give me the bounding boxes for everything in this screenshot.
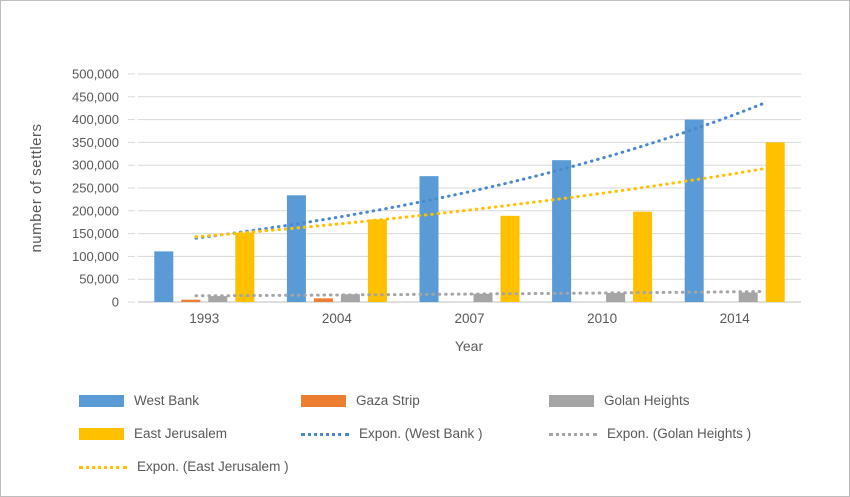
legend-swatch-dotted-line [549, 432, 597, 436]
legend-item-east-jerusalem: East Jerusalem [79, 424, 301, 444]
trendline-east-jerusalem [194, 167, 765, 239]
settlers-bar-chart: 0 50,000 100,000 150,000 200,000 250,000 300,0… [28, 67, 801, 354]
legend-label: Expon. (West Bank ) [359, 426, 483, 441]
legend-swatch-bar [301, 395, 346, 407]
y-tick-label: 200,000 [72, 203, 119, 218]
bar-east-jerusalem-2014 [765, 142, 785, 302]
legend-item-expon-east-jerusalem: Expon. (East Jerusalem ) [79, 457, 301, 477]
legend-label: Expon. (Golan Heights ) [607, 426, 752, 441]
y-tick-label: 250,000 [72, 181, 119, 196]
y-tick-label: 350,000 [72, 135, 119, 150]
legend-label: Expon. (East Jerusalem ) [137, 459, 289, 474]
y-tick-label: 450,000 [72, 89, 119, 104]
y-tick-label: 500,000 [72, 67, 119, 82]
bar-east-jerusalem-2010 [633, 211, 653, 302]
legend-swatch-bar [79, 428, 124, 440]
plot-area: 0 50,000 100,000 150,000 200,000 250,000 300,0… [72, 67, 801, 326]
legend-label: West Bank [134, 393, 200, 408]
bar-golan-heights-2010 [606, 292, 626, 302]
legend-swatch-bar [549, 395, 594, 407]
x-axis-title: Year [455, 338, 484, 354]
bar-gaza-strip-2004 [313, 298, 333, 302]
bar-golan-heights-2004 [340, 294, 360, 302]
bar-west-bank-1993 [154, 251, 174, 302]
y-tick-label: 300,000 [72, 158, 119, 173]
y-tick-label: 0 [112, 295, 119, 310]
bar-west-bank-2004 [286, 195, 306, 302]
y-tick-label: 400,000 [72, 112, 119, 127]
legend-label: Gaza Strip [356, 393, 420, 408]
bar-golan-heights-2014 [738, 292, 758, 302]
legend-label: Golan Heights [604, 393, 690, 408]
trendline-west-bank [194, 102, 765, 240]
x-tick-label-2004: 2004 [322, 311, 353, 326]
x-tick-label-1993: 1993 [189, 311, 219, 326]
legend-item-west-bank: West Bank [79, 391, 301, 411]
legend-swatch-dotted-line [79, 465, 127, 469]
bar-east-jerusalem-1993 [235, 232, 255, 302]
y-axis-title: number of settlers [28, 123, 45, 252]
x-tick-label-2010: 2010 [587, 311, 617, 326]
bar-golan-heights-1993 [208, 296, 228, 302]
legend-item-golan-heights: Golan Heights [549, 391, 849, 411]
bar-gaza-strip-1993 [181, 299, 201, 302]
trendline-golan-heights [194, 290, 765, 298]
bar-west-bank-2007 [419, 176, 439, 302]
x-tick-label-2007: 2007 [454, 311, 484, 326]
bar-east-jerusalem-2007 [500, 215, 520, 302]
y-tick-label: 100,000 [72, 249, 119, 264]
y-tick-label: 50,000 [79, 272, 119, 287]
bar-west-bank-2010 [552, 160, 572, 302]
legend-item-expon-west-bank: Expon. (West Bank ) [301, 424, 549, 444]
legend-item-gaza-strip: Gaza Strip [301, 391, 549, 411]
legend-item-expon-golan-heights: Expon. (Golan Heights ) [549, 424, 849, 444]
bar-golan-heights-2007 [473, 293, 493, 302]
legend-swatch-bar [79, 395, 124, 407]
legend-swatch-dotted-line [301, 432, 349, 436]
y-tick-label: 150,000 [72, 226, 119, 241]
bar-east-jerusalem-2004 [367, 219, 387, 302]
legend-label: East Jerusalem [134, 426, 228, 441]
x-tick-label-2014: 2014 [720, 311, 751, 326]
chart-legend: West Bank Gaza Strip Golan Heights East Jer… [1, 391, 849, 477]
bar-west-bank-2014 [684, 119, 704, 302]
